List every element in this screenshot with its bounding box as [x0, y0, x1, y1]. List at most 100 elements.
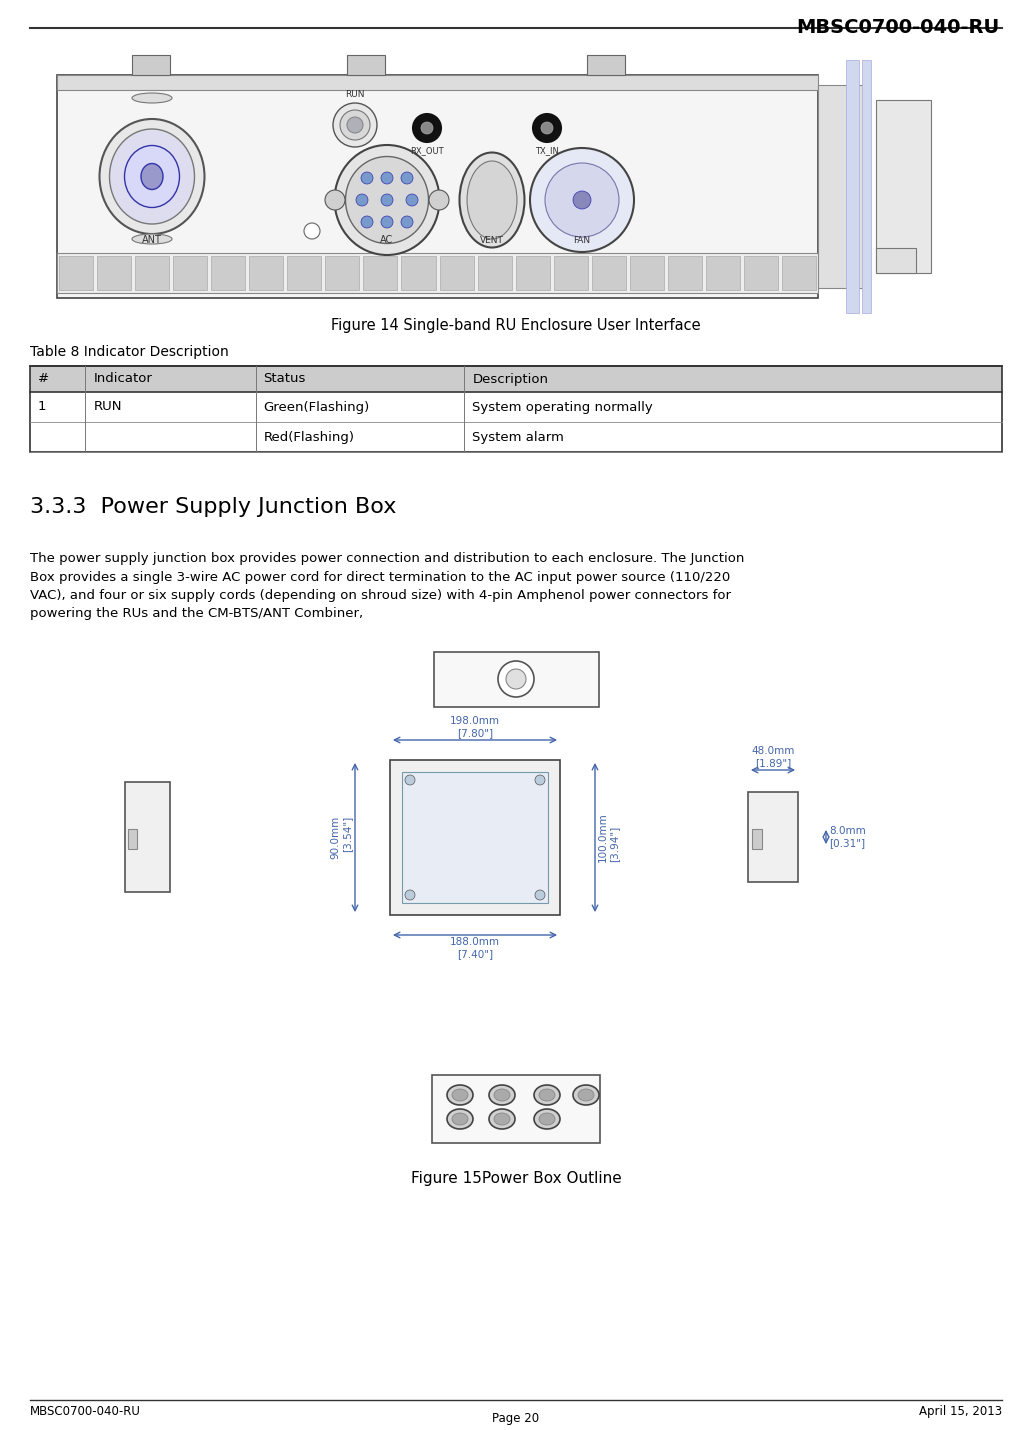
Bar — [97, 256, 131, 290]
Circle shape — [361, 216, 373, 227]
Bar — [516, 256, 550, 290]
Circle shape — [340, 110, 370, 140]
Ellipse shape — [325, 190, 345, 210]
Bar — [744, 256, 778, 290]
Bar — [706, 256, 740, 290]
Bar — [128, 829, 137, 849]
Ellipse shape — [125, 146, 180, 207]
Ellipse shape — [447, 1085, 473, 1105]
Text: 1: 1 — [38, 400, 46, 413]
Ellipse shape — [132, 235, 172, 245]
Circle shape — [498, 661, 534, 696]
Text: ANT: ANT — [142, 235, 162, 245]
Text: Description: Description — [473, 372, 548, 386]
Ellipse shape — [467, 162, 517, 239]
Ellipse shape — [539, 1113, 555, 1125]
Bar — [212, 256, 246, 290]
Circle shape — [573, 192, 591, 209]
Ellipse shape — [539, 1090, 555, 1101]
Circle shape — [530, 147, 634, 252]
Ellipse shape — [578, 1090, 594, 1101]
Bar — [287, 256, 321, 290]
Text: The power supply junction box provides power connection and distribution to each: The power supply junction box provides p… — [30, 552, 744, 621]
Ellipse shape — [447, 1110, 473, 1130]
Ellipse shape — [99, 119, 204, 235]
Bar — [862, 60, 871, 313]
Circle shape — [413, 114, 441, 142]
Text: RUN: RUN — [94, 400, 122, 413]
Circle shape — [506, 669, 526, 689]
Circle shape — [405, 775, 415, 785]
Ellipse shape — [459, 153, 524, 247]
Text: 48.0mm
[1.89"]: 48.0mm [1.89"] — [751, 746, 795, 768]
Bar — [432, 1075, 600, 1143]
Text: Red(Flashing): Red(Flashing) — [263, 430, 355, 443]
Text: TX_IN: TX_IN — [535, 146, 559, 154]
Circle shape — [381, 172, 393, 184]
Bar — [587, 54, 625, 74]
Bar — [782, 256, 816, 290]
Bar — [59, 256, 93, 290]
Text: Figure 15Power Box Outline: Figure 15Power Box Outline — [411, 1171, 621, 1185]
Circle shape — [541, 122, 553, 134]
Ellipse shape — [534, 1085, 560, 1105]
Ellipse shape — [489, 1110, 515, 1130]
Bar — [390, 759, 560, 915]
Bar — [752, 829, 762, 849]
Text: 8.0mm
[0.31"]: 8.0mm [0.31"] — [829, 827, 866, 848]
Circle shape — [405, 889, 415, 899]
Text: Table 8 Indicator Description: Table 8 Indicator Description — [30, 345, 229, 359]
Bar — [363, 256, 397, 290]
Circle shape — [381, 216, 393, 227]
Bar — [57, 74, 818, 90]
Ellipse shape — [573, 1085, 599, 1105]
Text: RX_OUT: RX_OUT — [410, 146, 444, 154]
Circle shape — [361, 172, 373, 184]
Text: 90.0mm
[3.54"]: 90.0mm [3.54"] — [330, 817, 352, 859]
Text: 198.0mm
[7.80"]: 198.0mm [7.80"] — [450, 716, 499, 738]
Text: System alarm: System alarm — [473, 430, 565, 443]
Bar — [591, 256, 625, 290]
Bar — [876, 100, 931, 273]
Text: VENT: VENT — [480, 236, 504, 245]
Text: RUN: RUN — [346, 90, 364, 99]
Bar — [57, 253, 818, 293]
Circle shape — [356, 194, 368, 206]
Text: 100.0mm
[3.94"]: 100.0mm [3.94"] — [598, 812, 619, 862]
Text: 188.0mm
[7.40"]: 188.0mm [7.40"] — [450, 937, 499, 958]
Text: Indicator: Indicator — [94, 372, 153, 386]
Bar — [125, 782, 170, 892]
Circle shape — [535, 889, 545, 899]
Ellipse shape — [452, 1090, 467, 1101]
Bar — [846, 60, 859, 313]
Bar — [57, 74, 818, 297]
Bar — [173, 256, 207, 290]
Ellipse shape — [346, 156, 428, 243]
Ellipse shape — [494, 1090, 510, 1101]
Ellipse shape — [534, 1110, 560, 1130]
Text: #: # — [38, 372, 50, 386]
Text: System operating normally: System operating normally — [473, 400, 653, 413]
Bar — [325, 256, 359, 290]
Circle shape — [535, 775, 545, 785]
Bar — [401, 256, 436, 290]
Bar — [30, 366, 1002, 392]
Ellipse shape — [429, 190, 449, 210]
Ellipse shape — [334, 144, 440, 255]
Bar — [250, 256, 284, 290]
Text: Page 20: Page 20 — [492, 1411, 540, 1426]
Text: 3.3.3  Power Supply Junction Box: 3.3.3 Power Supply Junction Box — [30, 498, 396, 518]
Bar — [748, 792, 798, 882]
Circle shape — [421, 122, 433, 134]
Text: Green(Flashing): Green(Flashing) — [263, 400, 369, 413]
Bar — [478, 256, 512, 290]
Bar — [553, 256, 587, 290]
Ellipse shape — [132, 93, 172, 103]
Text: Status: Status — [263, 372, 305, 386]
Bar — [135, 256, 169, 290]
Bar — [630, 256, 664, 290]
Bar — [434, 652, 599, 706]
Circle shape — [545, 163, 619, 237]
Ellipse shape — [489, 1085, 515, 1105]
Ellipse shape — [452, 1113, 467, 1125]
